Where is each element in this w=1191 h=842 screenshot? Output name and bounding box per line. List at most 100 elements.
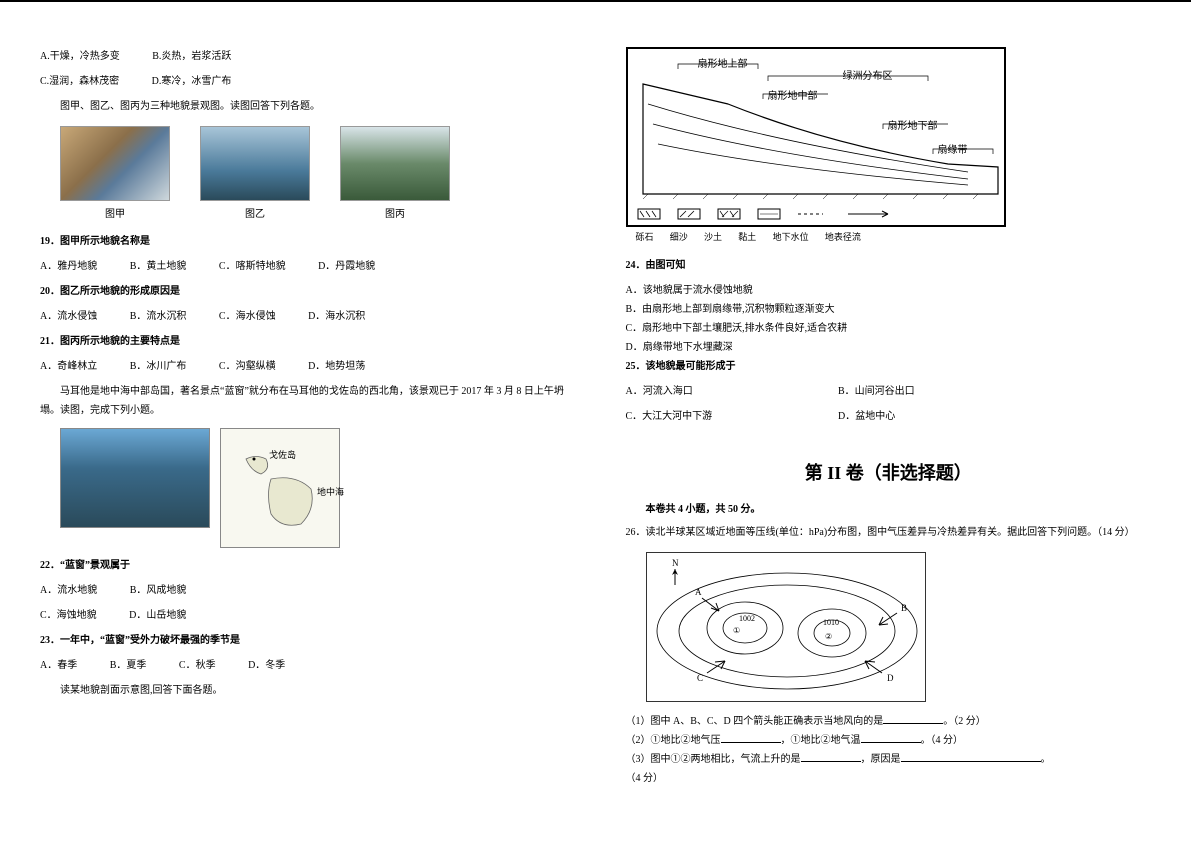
fan-legend-text: 砾石 细沙 沙土 黏土 地下水位 地表径流 [636,229,1152,246]
q21-c: C．沟壑纵横 [219,361,276,372]
q21-b: B．冰川广布 [130,361,187,372]
q26-1a: （1）图中 A、B、C、D 四个箭头能正确表示当地风向的是 [626,716,884,727]
leg-f: 地表径流 [825,232,861,242]
q18-options-row1: A.干燥，冷热多变 B.炎热，岩浆活跃 [40,47,566,66]
q20-options: A．流水侵蚀 B．流水沉积 C．海水侵蚀 D．海水沉积 [40,307,566,326]
q21-options: A．奇峰林立 B．冰川广布 C．沟壑纵横 D．地势坦荡 [40,357,566,376]
img-jia-box: 图甲 [60,126,170,224]
q26-2b: ，①地比②地气温 [781,735,861,746]
leg-a: 砾石 [636,232,654,242]
q23-c: C．秋季 [179,660,216,671]
left-column: A.干燥，冷热多变 B.炎热，岩浆活跃 C.湿润，森林茂密 D.寒冷，冰雪广布 … [40,47,566,788]
q19-c: C．喀斯特地貌 [219,261,286,272]
svg-text:C: C [697,673,703,683]
intro-1: 图甲、图乙、图丙为三种地貌景观图。读图回答下列各题。 [40,97,566,116]
svg-text:N: N [672,558,679,568]
right-column: 扇形地上部 绿洲分布区 扇形地中部 扇形地下部 扇缘带 砾石 细沙 沙土 黏土 … [626,47,1152,788]
q26-1: （1）图中 A、B、C、D 四个箭头能正确表示当地风向的是 。（2 分） [626,712,1152,731]
q19-options: A．雅丹地貌 B．黄土地貌 C．喀斯特地貌 D．丹霞地貌 [40,257,566,276]
q25-opts-2: C．大江大河中下游 D．盆地中心 [626,407,1152,426]
blank-5[interactable] [901,761,1041,762]
q25-d: D．盆地中心 [838,411,895,422]
q18-opt-d: D.寒冷，冰雪广布 [152,76,232,87]
landform-images: 图甲 图乙 图丙 [60,126,566,224]
q23-d: D．冬季 [248,660,285,671]
q26-3: （3）图中①②两地相比，气流上升的是，原因是。 [626,750,1152,769]
pressure-svg: 1002 ① 1010 ② A B C D N [647,553,927,703]
img-bing [340,126,450,201]
q23: 23．一年中，“蓝窗”受外力破坏最强的季节是 [40,631,566,650]
q23-a: A．春季 [40,660,77,671]
q25-a: A．河流入海口 [626,382,806,401]
svg-text:A: A [695,587,702,597]
q23-b: B．夏季 [110,660,147,671]
q25-b: B．山间河谷出口 [838,386,915,397]
blank-1[interactable] [883,723,943,724]
q21: 21．图丙所示地貌的主要特点是 [40,332,566,351]
q25-c: C．大江大河中下游 [626,407,806,426]
svg-text:①: ① [733,626,740,635]
img-jia-label: 图甲 [60,205,170,224]
q24-b: B．由扇形地上部到扇缘带,沉积物颗粒逐渐变大 [626,300,1152,319]
svg-text:1010: 1010 [823,618,839,627]
intro-3: 读某地貌剖面示意图,回答下面各题。 [40,681,566,700]
fan-diagram: 扇形地上部 绿洲分布区 扇形地中部 扇形地下部 扇缘带 [626,47,1006,227]
svg-text:②: ② [825,632,832,641]
q24-d: D．扇缘带地下水埋藏深 [626,338,1152,357]
q26-3c: 。 [1041,754,1051,765]
leg-c: 沙土 [704,232,722,242]
blank-4[interactable] [801,761,861,762]
svg-text:B: B [901,603,907,613]
intro-2: 马耳他是地中海中部岛国，著名景点“蓝窗”就分布在马耳他的戈佐岛的西北角，该景观已… [40,382,566,420]
img-bing-label: 图丙 [340,205,450,224]
q24-a: A．该地貌属于流水侵蚀地貌 [626,281,1152,300]
fan-brackets [628,49,1008,199]
img-yi-box: 图乙 [200,126,310,224]
q20-b: B．流水沉积 [130,311,187,322]
q22-options-1: A．流水地貌 B．风成地貌 [40,581,566,600]
q26-2c: 。（4 分） [921,735,964,746]
q25-opts-1: A．河流入海口 B．山间河谷出口 [626,382,1152,401]
q18-opt-c: C.湿润，森林茂密 [40,76,119,87]
malta-images: 戈佐岛 地中海 [60,428,566,548]
malta-map: 戈佐岛 地中海 [220,428,340,548]
q24-c: C．扇形地中下部土壤肥沃,排水条件良好,适合农耕 [626,319,1152,338]
q23-options: A．春季 B．夏季 C．秋季 D．冬季 [40,656,566,675]
q22: 22．“蓝窗”景观属于 [40,556,566,575]
section-2-sub: 本卷共 4 小题，共 50 分。 [626,500,1152,519]
q19-d: D．丹霞地貌 [318,261,375,272]
q26-2: （2）①地比②地气压 ，①地比②地气温 。（4 分） [626,731,1152,750]
q22-b: B．风成地貌 [130,585,187,596]
q21-d: D．地势坦荡 [308,361,365,372]
q20: 20．图乙所示地貌的形成原因是 [40,282,566,301]
q21-a: A．奇峰林立 [40,361,97,372]
q26-intro: 26．读北半球某区域近地面等压线(单位：hPa)分布图，图中气压差异与冷热差异有… [626,523,1152,542]
q20-a: A．流水侵蚀 [40,311,97,322]
q26-1b: 。（2 分） [943,716,986,727]
q20-d: D．海水沉积 [308,311,365,322]
q26-3d: （4 分） [626,769,1152,788]
map-label-gozo: 戈佐岛 [269,447,296,464]
q22-d: D．山岳地貌 [129,610,186,621]
pressure-diagram: 1002 ① 1010 ② A B C D N [646,552,926,702]
q26-2a: （2）①地比②地气压 [626,735,721,746]
q18-opt-a: A.干燥，冷热多变 [40,51,120,62]
svg-text:D: D [887,673,894,683]
q24: 24．由图可知 [626,256,1152,275]
q19-b: B．黄土地貌 [130,261,187,272]
leg-e: 地下水位 [773,232,809,242]
img-bing-box: 图丙 [340,126,450,224]
q18-opt-b: B.炎热，岩浆活跃 [152,51,231,62]
leg-d: 黏土 [738,232,756,242]
img-jia [60,126,170,201]
q20-c: C．海水侵蚀 [219,311,276,322]
q22-options-2: C．海蚀地貌 D．山岳地貌 [40,606,566,625]
img-yi [200,126,310,201]
q22-a: A．流水地貌 [40,585,97,596]
top-border [0,0,1191,2]
blank-3[interactable] [861,742,921,743]
blank-2[interactable] [721,742,781,743]
q26-3a: （3）图中①②两地相比，气流上升的是 [626,754,801,765]
q19-a: A．雅丹地貌 [40,261,97,272]
malta-photo [60,428,210,528]
